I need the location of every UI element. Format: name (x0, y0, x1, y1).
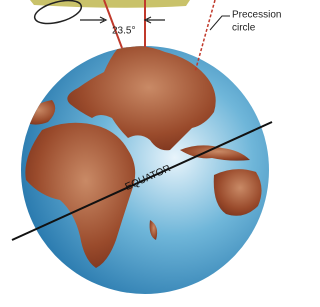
precession-label-line2: circle (232, 23, 256, 34)
angle-arrow-right (145, 17, 165, 23)
top-strip (30, 0, 190, 8)
angle-arrow-left (80, 17, 106, 23)
australia (214, 169, 262, 216)
diagram: EQUATOR 23.5° Precession circle (0, 0, 289, 307)
precession-leader (210, 16, 230, 30)
angle-label: 23.5° (112, 26, 135, 37)
precession-label-line1: Precession (232, 10, 281, 21)
precession-line (195, 0, 215, 72)
